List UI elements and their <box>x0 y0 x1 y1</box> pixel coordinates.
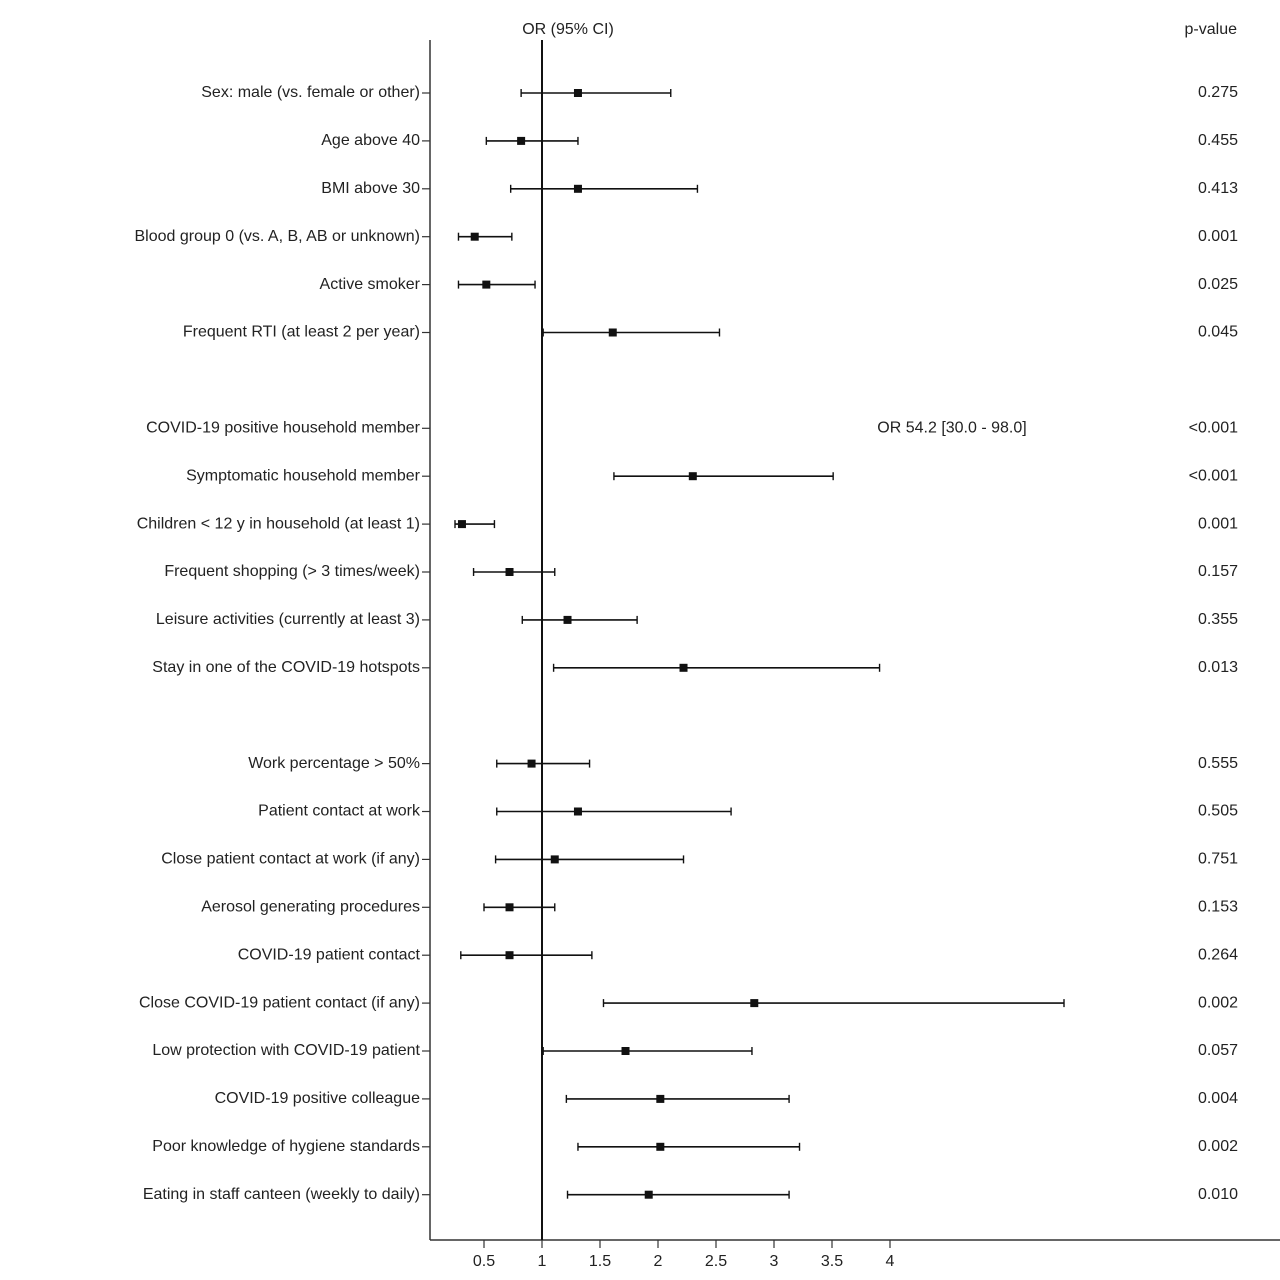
point-estimate <box>527 759 536 768</box>
p-value: <0.001 <box>1189 467 1238 484</box>
point-estimate <box>573 89 582 97</box>
p-value: 0.264 <box>1198 946 1238 963</box>
row-label: Age above 40 <box>321 132 420 149</box>
p-value: 0.153 <box>1198 899 1238 916</box>
p-value: 0.004 <box>1198 1090 1238 1107</box>
x-tick-label: 2.5 <box>705 1253 727 1270</box>
p-value: 0.045 <box>1198 324 1238 341</box>
p-value: 0.010 <box>1198 1186 1238 1203</box>
point-estimate <box>656 1142 665 1151</box>
row-label: Work percentage > 50% <box>248 755 420 772</box>
row-label: Sex: male (vs. female or other) <box>201 84 420 101</box>
p-value: 0.275 <box>1198 84 1238 101</box>
point-estimate <box>505 951 514 960</box>
point-estimate <box>679 663 688 672</box>
point-estimate <box>470 232 479 241</box>
p-value: 0.001 <box>1198 228 1238 245</box>
x-tick-label: 0.5 <box>473 1253 495 1270</box>
p-value: 0.002 <box>1198 1138 1238 1155</box>
p-value: 0.013 <box>1198 659 1238 676</box>
row-label: Low protection with COVID-19 patient <box>152 1042 420 1059</box>
row-label: Leisure activities (currently at least 3… <box>156 611 420 628</box>
point-estimate <box>644 1190 653 1199</box>
p-value: 0.025 <box>1198 276 1238 293</box>
point-estimate <box>563 615 572 624</box>
point-estimate <box>457 520 466 529</box>
p-value: 0.057 <box>1198 1042 1238 1059</box>
p-value: 0.355 <box>1198 611 1238 628</box>
row-label: Symptomatic household member <box>186 467 421 484</box>
p-value: 0.413 <box>1198 180 1238 197</box>
p-value: 0.455 <box>1198 132 1238 149</box>
x-tick-label: 3.5 <box>821 1253 843 1270</box>
row-label: Close COVID-19 patient contact (if any) <box>139 994 420 1011</box>
point-estimate <box>750 999 759 1008</box>
chart-title: OR (95% CI) <box>522 21 614 38</box>
point-estimate <box>656 1094 665 1103</box>
row-label: BMI above 30 <box>321 180 420 197</box>
row-label: Stay in one of the COVID-19 hotspots <box>152 659 420 676</box>
p-value: 0.555 <box>1198 755 1238 772</box>
row-label: COVID-19 patient contact <box>238 946 421 963</box>
point-estimate <box>517 136 526 145</box>
point-estimate <box>573 184 582 193</box>
p-value: 0.505 <box>1198 803 1238 820</box>
p-value: 0.751 <box>1198 851 1238 868</box>
p-value: 0.002 <box>1198 994 1238 1011</box>
point-estimate <box>688 472 697 481</box>
point-estimate <box>505 903 514 912</box>
row-label: Children < 12 y in household (at least 1… <box>137 515 420 532</box>
point-estimate <box>573 807 582 816</box>
point-estimate <box>505 568 514 576</box>
row-label: Frequent RTI (at least 2 per year) <box>183 324 420 341</box>
p-header: p-value <box>1185 21 1238 38</box>
row-label: COVID-19 positive household member <box>146 420 421 437</box>
p-value: 0.157 <box>1198 563 1238 580</box>
point-estimate <box>550 855 559 864</box>
row-label: COVID-19 positive colleague <box>215 1090 421 1107</box>
row-label: Poor knowledge of hygiene standards <box>152 1138 420 1155</box>
x-tick-label: 1 <box>538 1253 547 1270</box>
x-tick-label: 1.5 <box>589 1253 611 1270</box>
row-label: Close patient contact at work (if any) <box>161 851 420 868</box>
x-tick-label: 3 <box>770 1253 779 1270</box>
row-label: Blood group 0 (vs. A, B, AB or unknown) <box>135 228 421 245</box>
row-label: Eating in staff canteen (weekly to daily… <box>143 1186 420 1203</box>
row-label: Aerosol generating procedures <box>201 899 420 916</box>
row-label: Frequent shopping (> 3 times/week) <box>164 563 420 580</box>
p-value: <0.001 <box>1189 420 1238 437</box>
point-estimate <box>482 280 491 289</box>
x-tick-label: 2 <box>654 1253 663 1270</box>
row-label: Active smoker <box>320 276 421 293</box>
value-label: OR 54.2 [30.0 - 98.0] <box>877 420 1026 437</box>
row-label: Patient contact at work <box>258 803 421 820</box>
p-value: 0.001 <box>1198 515 1238 532</box>
point-estimate <box>608 328 617 337</box>
point-estimate <box>621 1047 630 1055</box>
x-tick-label: 4 <box>886 1253 895 1270</box>
